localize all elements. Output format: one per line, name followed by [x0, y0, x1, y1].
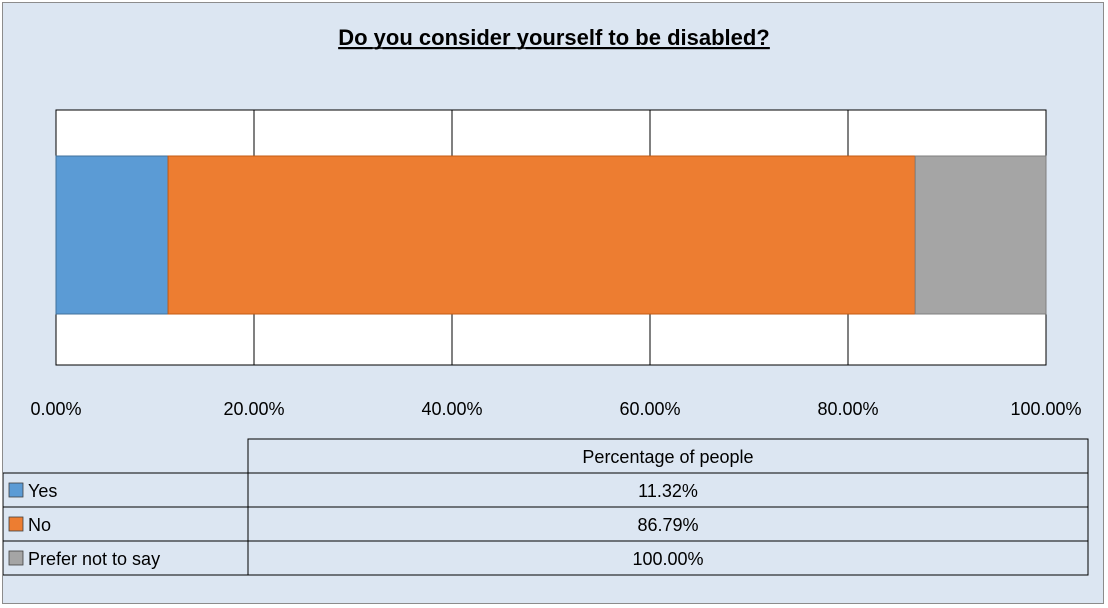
x-tick-label: 60.00%	[619, 399, 680, 419]
table-row	[3, 506, 1089, 542]
bar-group	[55, 155, 1047, 315]
x-tick-label: 40.00%	[421, 399, 482, 419]
legend-label: Yes	[28, 481, 57, 501]
legend-swatch	[8, 550, 24, 566]
bar-segment-no	[167, 155, 916, 315]
bar-segment-yes	[55, 155, 169, 315]
table-header-label: Percentage of people	[582, 447, 753, 467]
table-row	[3, 540, 1089, 576]
chart-svg: Do you consider yourself to be disabled?…	[3, 25, 1089, 576]
data-table: Percentage of people Yes 11.32% No 86.79% Pre…	[3, 438, 1089, 576]
legend-swatch	[8, 516, 24, 532]
bar-segment-prefer-not-to-say	[914, 155, 1047, 315]
x-tick-label: 100.00%	[1010, 399, 1081, 419]
x-tick-label: 0.00%	[30, 399, 81, 419]
legend-label: Prefer not to say	[28, 549, 160, 569]
legend-swatch	[8, 482, 24, 498]
x-tick-label: 20.00%	[223, 399, 284, 419]
x-axis-ticks: 0.00% 20.00% 40.00% 60.00% 80.00% 100.00%	[30, 399, 1081, 419]
x-tick-label: 80.00%	[817, 399, 878, 419]
table-row	[3, 472, 1089, 508]
legend-label: No	[28, 515, 51, 535]
chart-title: Do you consider yourself to be disabled?	[338, 25, 770, 50]
data-table-value: 11.32%	[638, 481, 698, 501]
data-table-value: 100.00%	[632, 549, 703, 569]
data-table-value: 86.79%	[637, 515, 698, 535]
